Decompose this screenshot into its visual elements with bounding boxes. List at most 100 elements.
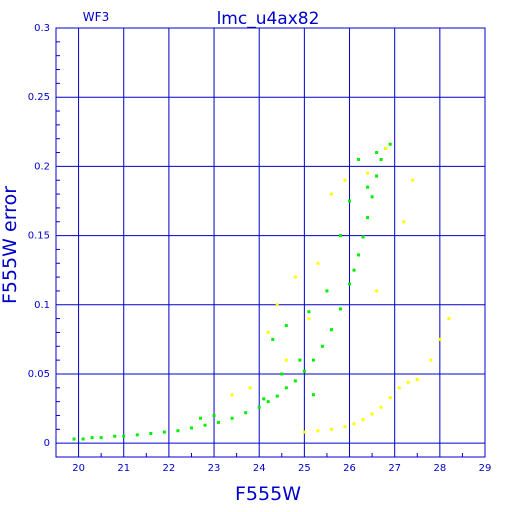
green-data-point	[203, 423, 207, 427]
x-tick-label: 22	[163, 463, 176, 474]
yellow-data-point	[438, 337, 442, 341]
green-data-point	[379, 157, 383, 161]
green-data-point	[375, 151, 379, 155]
green-data-point	[361, 235, 365, 239]
green-data-point	[257, 405, 261, 409]
yellow-data-point	[284, 358, 288, 362]
y-tick-label: 0	[44, 438, 50, 449]
green-data-point	[375, 174, 379, 178]
yellow-data-point	[302, 430, 306, 434]
green-data-point	[311, 358, 315, 362]
yellow-data-point	[370, 412, 374, 416]
y-tick-label: 0.25	[28, 92, 50, 103]
yellow-data-point	[366, 171, 370, 175]
green-data-point	[271, 337, 275, 341]
yellow-data-point	[384, 146, 388, 150]
green-data-point	[329, 328, 333, 332]
green-data-point	[284, 386, 288, 390]
green-data-point	[338, 307, 342, 311]
yellow-data-point	[361, 418, 365, 422]
yellow-data-point	[402, 220, 406, 224]
green-data-point	[113, 434, 117, 438]
yellow-data-point	[429, 358, 433, 362]
yellow-data-point	[415, 378, 419, 382]
yellow-data-point	[379, 405, 383, 409]
chart-title: lmc_u4ax82	[217, 9, 320, 29]
x-tick-label: 25	[298, 463, 311, 474]
yellow-data-point	[352, 422, 356, 426]
green-data-point	[302, 369, 306, 373]
green-data-point	[307, 310, 311, 314]
green-data-point	[72, 437, 76, 441]
green-data-point	[357, 253, 361, 257]
yellow-data-point	[447, 317, 451, 321]
green-data-point	[217, 420, 221, 424]
yellow-data-point	[293, 275, 297, 279]
yellow-data-point	[343, 178, 347, 182]
green-data-point	[325, 289, 329, 293]
plot-frame	[55, 27, 486, 458]
yellow-data-point	[248, 386, 252, 390]
y-axis-ticks: 0 0.05 0.1 0.15 0.2 0.25 0.3	[28, 23, 50, 449]
y-tick-label: 0.05	[28, 369, 50, 380]
green-data-point	[352, 268, 356, 272]
x-axis-label: F555W	[235, 483, 301, 505]
yellow-data-point	[307, 317, 311, 321]
green-data-point	[189, 426, 193, 430]
x-tick-label: 29	[479, 463, 492, 474]
green-data-point	[338, 234, 342, 238]
y-axis-label: F555W error	[0, 186, 21, 304]
y-tick-label: 0.15	[28, 231, 50, 242]
green-data-point	[275, 394, 279, 398]
x-axis-ticks: 20 21 22 23 24 25 26 27 28 29	[72, 463, 491, 474]
green-data-point	[311, 393, 315, 397]
yellow-data-point	[275, 303, 279, 307]
green-data-point	[280, 372, 284, 376]
green-data-point	[90, 436, 94, 440]
x-tick-label: 23	[208, 463, 221, 474]
yellow-data-point	[316, 429, 320, 433]
green-data-point	[176, 429, 180, 433]
x-tick-label: 28	[433, 463, 446, 474]
green-data-point	[122, 434, 126, 438]
green-data-point	[149, 431, 153, 435]
green-data-point	[266, 400, 270, 404]
yellow-data-point	[329, 192, 333, 196]
yellow-data-point	[406, 380, 410, 384]
x-tick-label: 27	[388, 463, 401, 474]
yellow-data-point	[411, 178, 415, 182]
chart-subtitle: WF3	[83, 10, 109, 24]
yellow-data-point	[343, 425, 347, 429]
yellow-data-point	[397, 386, 401, 390]
green-data-point	[199, 416, 203, 420]
green-data-point	[230, 416, 234, 420]
green-data-point	[348, 282, 352, 286]
green-data-point	[99, 436, 103, 440]
green-data-point	[388, 142, 392, 146]
x-tick-label: 20	[72, 463, 85, 474]
y-tick-label: 0.1	[34, 300, 50, 311]
yellow-data-point	[266, 330, 270, 334]
yellow-data-point	[388, 395, 392, 399]
green-data-point	[162, 430, 166, 434]
green-data-point	[348, 199, 352, 203]
green-data-point	[293, 379, 297, 383]
x-tick-label: 21	[117, 463, 130, 474]
y-tick-label: 0.3	[34, 23, 50, 34]
data-points	[72, 142, 451, 441]
green-data-point	[320, 344, 324, 348]
green-data-point	[81, 437, 85, 441]
green-data-point	[366, 185, 370, 189]
green-data-point	[262, 397, 266, 401]
y-tick-label: 0.2	[34, 161, 50, 172]
x-tick-label: 26	[343, 463, 356, 474]
green-data-point	[212, 413, 216, 417]
green-data-point	[366, 216, 370, 220]
green-data-point	[357, 157, 361, 161]
yellow-data-point	[329, 427, 333, 431]
yellow-data-point	[375, 289, 379, 293]
x-tick-label: 24	[253, 463, 266, 474]
green-data-point	[135, 433, 139, 437]
